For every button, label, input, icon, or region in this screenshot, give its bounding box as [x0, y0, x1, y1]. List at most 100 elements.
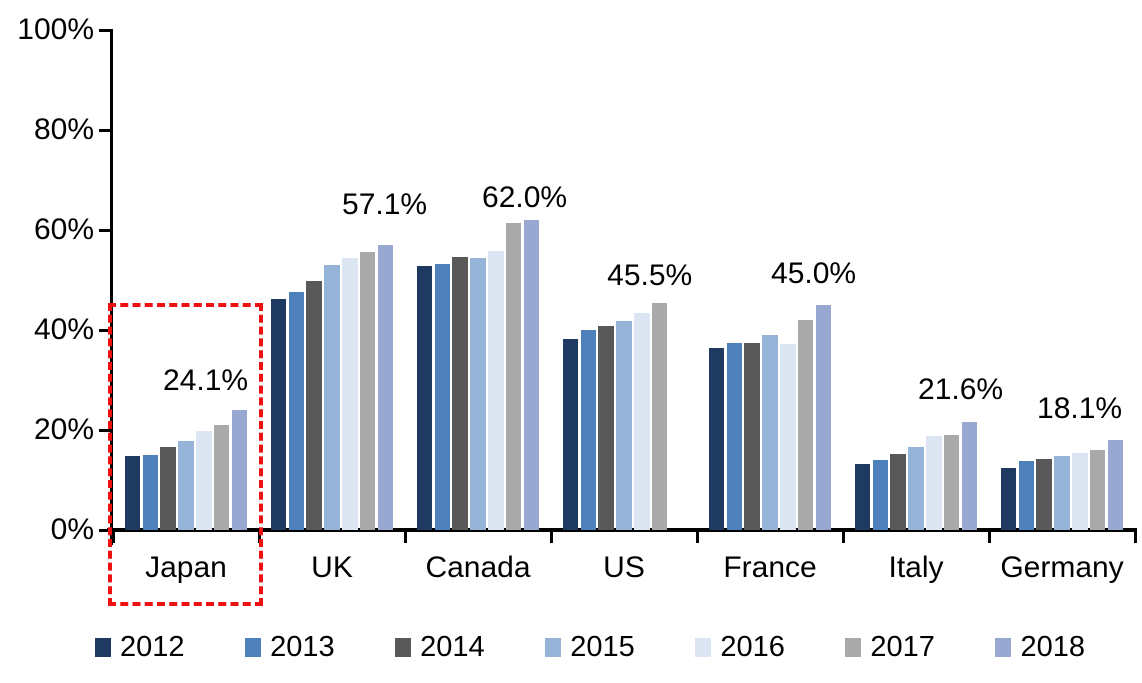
- x-axis-label-us: US: [603, 551, 645, 584]
- x-axis-line: [107, 528, 1137, 532]
- x-axis-tick: [550, 530, 553, 543]
- bar-us-2014: [598, 326, 614, 530]
- y-axis-tick: [99, 329, 113, 332]
- bar-us-2013: [580, 330, 597, 530]
- bar-italy-2016: [926, 435, 942, 530]
- y-axis-tick-label: 40%: [33, 313, 94, 346]
- legend-swatch-2017: [845, 637, 862, 657]
- legend-swatch-2014: [395, 637, 412, 657]
- y-axis-tick-label: 80%: [33, 113, 94, 146]
- y-axis-tick-label: 20%: [33, 413, 94, 446]
- legend-swatch-2016: [695, 637, 712, 657]
- legend-item-2015: 2015: [545, 632, 635, 662]
- bar-italy-2014: [890, 453, 906, 530]
- bar-france-2016: [780, 343, 796, 530]
- bar-france-2017: [797, 319, 814, 530]
- bar-italy-2015: [908, 446, 924, 530]
- data-label-japan: 24.1%: [163, 363, 249, 397]
- x-axis-label-japan: Japan: [145, 551, 227, 584]
- y-axis-tick: [99, 129, 113, 132]
- x-axis-label-uk: UK: [311, 551, 353, 584]
- legend-label-2015: 2015: [570, 631, 635, 663]
- bar-germany-2015: [1054, 455, 1070, 530]
- bar-germany-2018: [1107, 439, 1124, 530]
- y-axis-tick: [99, 29, 113, 32]
- bar-italy-2018: [961, 422, 978, 530]
- legend-item-2018: 2018: [995, 632, 1085, 662]
- bar-uk-2012: [270, 299, 287, 530]
- legend-label-2012: 2012: [120, 631, 185, 663]
- legend: 2012 2013 2014 2015 2016 2017 2018: [95, 632, 1085, 662]
- bar-japan-2012: [124, 455, 141, 530]
- legend-swatch-2013: [245, 637, 262, 657]
- bar-italy-2012: [854, 463, 871, 530]
- legend-swatch-2015: [545, 637, 562, 657]
- x-axis-tick: [696, 530, 699, 543]
- data-label-canada: 62.0%: [482, 181, 568, 214]
- legend-swatch-2018: [995, 637, 1012, 657]
- bar-germany-2012: [1000, 468, 1017, 530]
- x-axis-label-france: France: [723, 551, 817, 584]
- bar-japan-2013: [142, 455, 159, 530]
- x-axis-tick: [112, 530, 115, 543]
- bar-france-2012: [708, 348, 725, 530]
- data-label-germany: 18.1%: [1037, 391, 1123, 425]
- bar-france-2015: [762, 334, 778, 530]
- y-axis-tick: [99, 429, 113, 432]
- bar-canada-2012: [416, 265, 433, 530]
- y-axis-tick: [99, 529, 113, 532]
- legend-label-2018: 2018: [1020, 631, 1085, 663]
- bar-canada-2016: [488, 250, 504, 530]
- legend-label-2013: 2013: [270, 631, 335, 663]
- bar-us-2012: [562, 339, 579, 530]
- bar-uk-2014: [306, 281, 322, 530]
- bar-uk-2013: [288, 291, 305, 530]
- bar-germany-2013: [1018, 460, 1035, 530]
- bar-france-2018: [815, 305, 832, 530]
- x-axis-tick: [988, 530, 991, 543]
- bar-canada-2017: [505, 223, 522, 530]
- legend-swatch-2012: [95, 637, 111, 657]
- y-axis-tick-label: 0%: [50, 513, 94, 546]
- bar-us-2016: [634, 312, 650, 530]
- bar-canada-2018: [523, 220, 540, 530]
- bar-uk-2017: [359, 251, 376, 530]
- x-axis-label-germany: Germany: [1000, 551, 1124, 584]
- x-axis-tick: [404, 530, 407, 543]
- legend-item-2017: 2017: [845, 632, 935, 662]
- bar-japan-2014: [160, 446, 176, 530]
- bar-canada-2013: [434, 264, 451, 530]
- data-label-uk: 57.1%: [342, 187, 428, 221]
- bar-us-2015: [616, 320, 632, 530]
- y-axis-tick-label: 60%: [33, 213, 94, 246]
- bar-japan-2015: [178, 440, 194, 530]
- japan-highlight-box: [108, 303, 263, 606]
- x-axis-tick: [1134, 530, 1137, 543]
- data-label-france: 45.0%: [771, 257, 857, 290]
- data-label-us: 45.5%: [607, 258, 693, 292]
- bar-uk-2016: [342, 257, 358, 530]
- bar-canada-2014: [452, 256, 468, 530]
- bar-japan-2018: [231, 409, 248, 530]
- y-axis-tick-label: 100%: [17, 13, 94, 46]
- x-axis-label-canada: Canada: [425, 551, 531, 584]
- bar-uk-2018: [377, 244, 394, 530]
- bar-italy-2013: [872, 459, 889, 530]
- x-axis-label-italy: Italy: [888, 551, 944, 584]
- legend-label-2016: 2016: [720, 631, 785, 663]
- bar-germany-2017: [1089, 450, 1106, 530]
- bar-uk-2015: [324, 264, 340, 530]
- bar-france-2014: [744, 343, 760, 530]
- legend-label-2014: 2014: [420, 631, 485, 663]
- bar-us-2017: [651, 302, 668, 530]
- legend-item-2012: 2012: [95, 632, 185, 662]
- legend-item-2016: 2016: [695, 632, 785, 662]
- bar-germany-2016: [1072, 452, 1088, 530]
- bar-france-2013: [726, 342, 743, 530]
- y-axis-tick: [99, 229, 113, 232]
- legend-item-2013: 2013: [245, 632, 335, 662]
- y-axis-line: [110, 29, 113, 545]
- legend-label-2017: 2017: [870, 631, 935, 663]
- data-label-italy: 21.6%: [918, 373, 1004, 406]
